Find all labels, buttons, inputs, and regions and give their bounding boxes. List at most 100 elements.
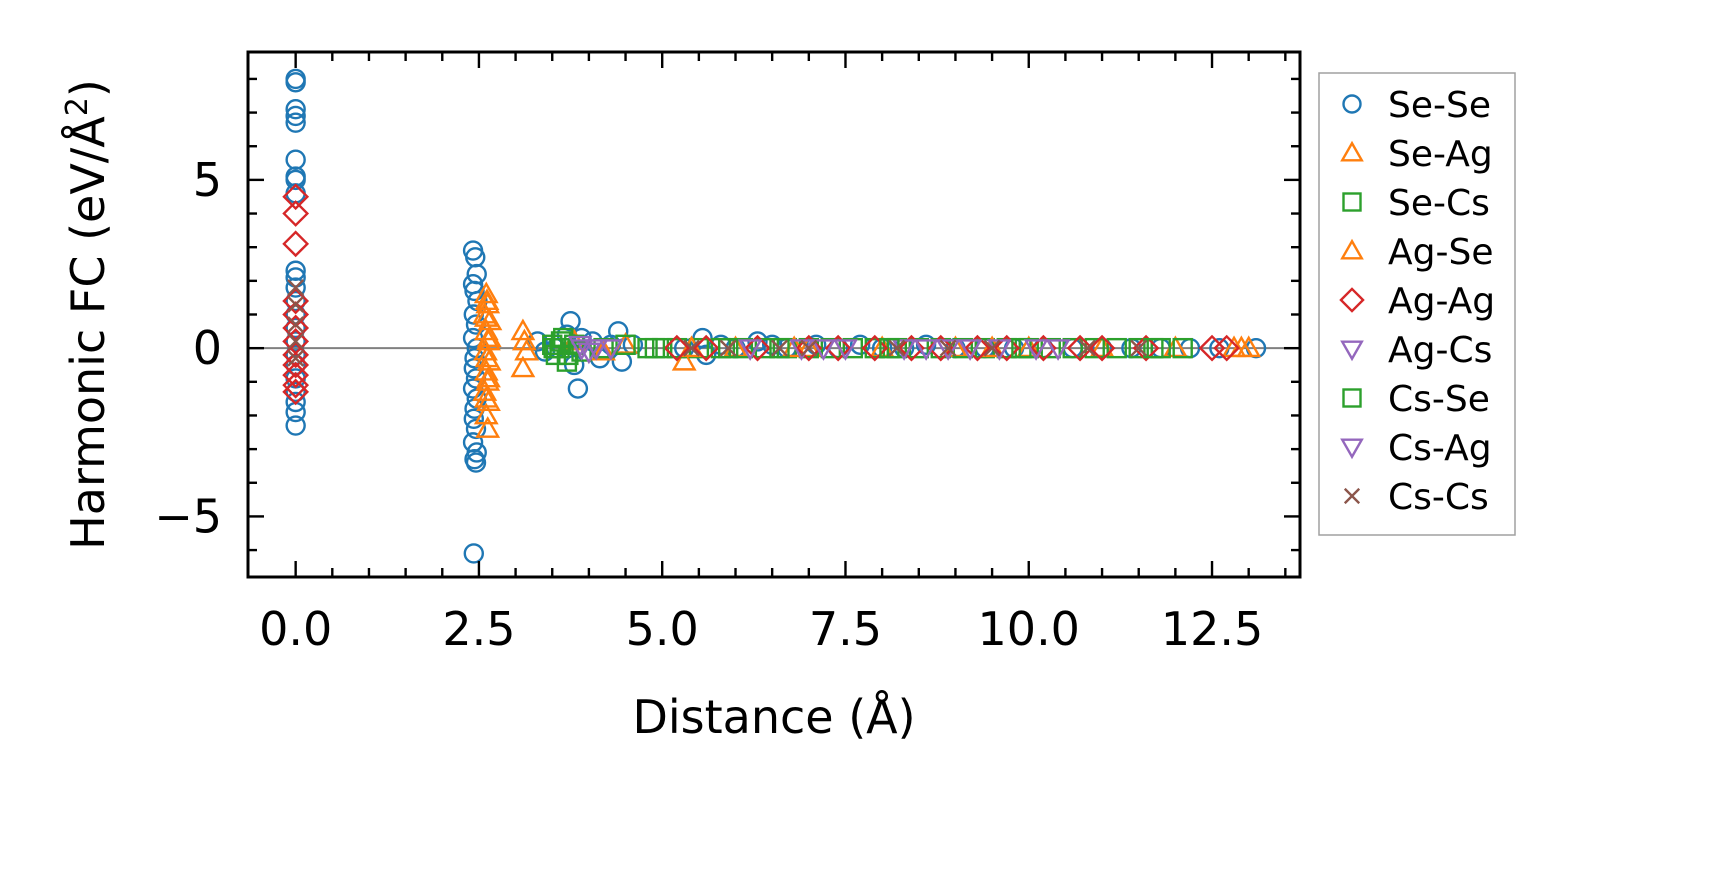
x-axis-label: Distance (Å) bbox=[632, 690, 915, 744]
legend-item: Cs-Ag bbox=[1340, 428, 1492, 469]
data-point bbox=[598, 339, 624, 361]
data-point bbox=[463, 408, 484, 430]
data-point bbox=[935, 339, 961, 361]
data-point bbox=[1078, 339, 1096, 357]
legend-label: Se-Cs bbox=[1388, 183, 1490, 224]
y-tick-label: 0 bbox=[193, 321, 222, 375]
data-point bbox=[463, 543, 484, 564]
data-point bbox=[476, 365, 501, 388]
data-point bbox=[744, 334, 771, 362]
data-point bbox=[1128, 337, 1149, 359]
data-point bbox=[567, 378, 589, 399]
data-point bbox=[285, 391, 306, 413]
legend-marker bbox=[1342, 388, 1362, 408]
x-tick-label: 7.5 bbox=[809, 602, 882, 656]
data-point bbox=[1132, 334, 1160, 362]
legend-marker bbox=[1339, 287, 1365, 313]
legend-label: Cs-Ag bbox=[1388, 428, 1492, 469]
data-point bbox=[833, 339, 858, 361]
data-point bbox=[644, 337, 666, 359]
data-point bbox=[282, 351, 310, 379]
legend-marker bbox=[1342, 192, 1362, 212]
data-point bbox=[737, 339, 763, 361]
data-point bbox=[510, 318, 536, 341]
data-point bbox=[282, 371, 310, 399]
data-point bbox=[285, 99, 306, 120]
data-point bbox=[583, 339, 609, 361]
data-point bbox=[1221, 335, 1247, 358]
data-point bbox=[1088, 334, 1116, 362]
data-point bbox=[473, 281, 499, 304]
data-point bbox=[282, 314, 310, 342]
data-point bbox=[475, 416, 501, 438]
legend-label: Ag-Se bbox=[1388, 232, 1493, 273]
series-ag-ag bbox=[282, 183, 1241, 406]
data-point bbox=[663, 334, 691, 362]
legend-item: Se-Se bbox=[1342, 85, 1491, 126]
data-point bbox=[1236, 335, 1262, 358]
data-point bbox=[287, 316, 305, 334]
legend-marker bbox=[1342, 94, 1362, 114]
series-cs-cs bbox=[287, 279, 1148, 367]
data-point bbox=[550, 331, 572, 352]
data-point bbox=[939, 339, 957, 357]
legend-marker bbox=[1340, 438, 1364, 460]
data-point bbox=[285, 381, 306, 403]
legend-item: Se-Cs bbox=[1342, 183, 1490, 224]
data-point bbox=[285, 290, 306, 312]
data-point bbox=[615, 334, 636, 355]
data-point bbox=[287, 332, 305, 350]
data-point bbox=[285, 277, 306, 298]
legend-item: Ag-Cs bbox=[1340, 330, 1492, 371]
data-point bbox=[473, 358, 499, 381]
data-point bbox=[473, 385, 499, 408]
data-point bbox=[811, 339, 836, 361]
data-point bbox=[287, 295, 305, 313]
data-point bbox=[558, 344, 579, 366]
data-point bbox=[285, 112, 306, 133]
data-point bbox=[476, 325, 502, 348]
data-point bbox=[1143, 337, 1164, 359]
data-point bbox=[1023, 339, 1049, 361]
data-point bbox=[474, 345, 500, 368]
plot-area bbox=[248, 68, 1300, 564]
data-point bbox=[465, 452, 487, 473]
data-point bbox=[1130, 339, 1148, 357]
data-point bbox=[527, 331, 548, 352]
data-point bbox=[1172, 337, 1193, 359]
data-point bbox=[285, 317, 306, 339]
data-point bbox=[543, 337, 564, 359]
data-point bbox=[1213, 334, 1241, 362]
y-axis-label-superscript: 2 bbox=[60, 97, 95, 116]
data-point bbox=[964, 334, 991, 362]
data-point bbox=[287, 279, 305, 297]
legend-label: Ag-Cs bbox=[1388, 330, 1492, 371]
data-point bbox=[913, 339, 939, 361]
data-point bbox=[770, 339, 788, 357]
legend-item: Cs-Se bbox=[1342, 379, 1490, 420]
data-point bbox=[285, 72, 306, 93]
x-tick-label: 2.5 bbox=[442, 602, 515, 656]
data-point bbox=[282, 183, 310, 211]
data-point bbox=[983, 339, 1001, 357]
legend-label: Ag-Ag bbox=[1388, 281, 1495, 322]
legend-item: Ag-Ag bbox=[1339, 281, 1495, 322]
x-tick-label: 5.0 bbox=[626, 602, 699, 656]
y-axis-label-close: ) bbox=[61, 79, 115, 97]
data-point bbox=[1106, 337, 1127, 359]
legend-item: Ag-Se bbox=[1340, 232, 1493, 273]
data-point bbox=[717, 337, 739, 359]
legend-item: Cs-Cs bbox=[1343, 477, 1489, 518]
data-point bbox=[285, 415, 306, 436]
data-point bbox=[282, 361, 310, 389]
data-point bbox=[769, 337, 790, 359]
series-ag-se bbox=[473, 288, 1247, 408]
legend-marker bbox=[1340, 140, 1364, 162]
data-point bbox=[591, 338, 616, 361]
legend-item: Se-Ag bbox=[1340, 134, 1493, 175]
legend-label: Se-Ag bbox=[1388, 134, 1493, 175]
data-point bbox=[993, 334, 1021, 362]
data-point bbox=[285, 169, 306, 191]
data-point bbox=[1045, 339, 1071, 361]
